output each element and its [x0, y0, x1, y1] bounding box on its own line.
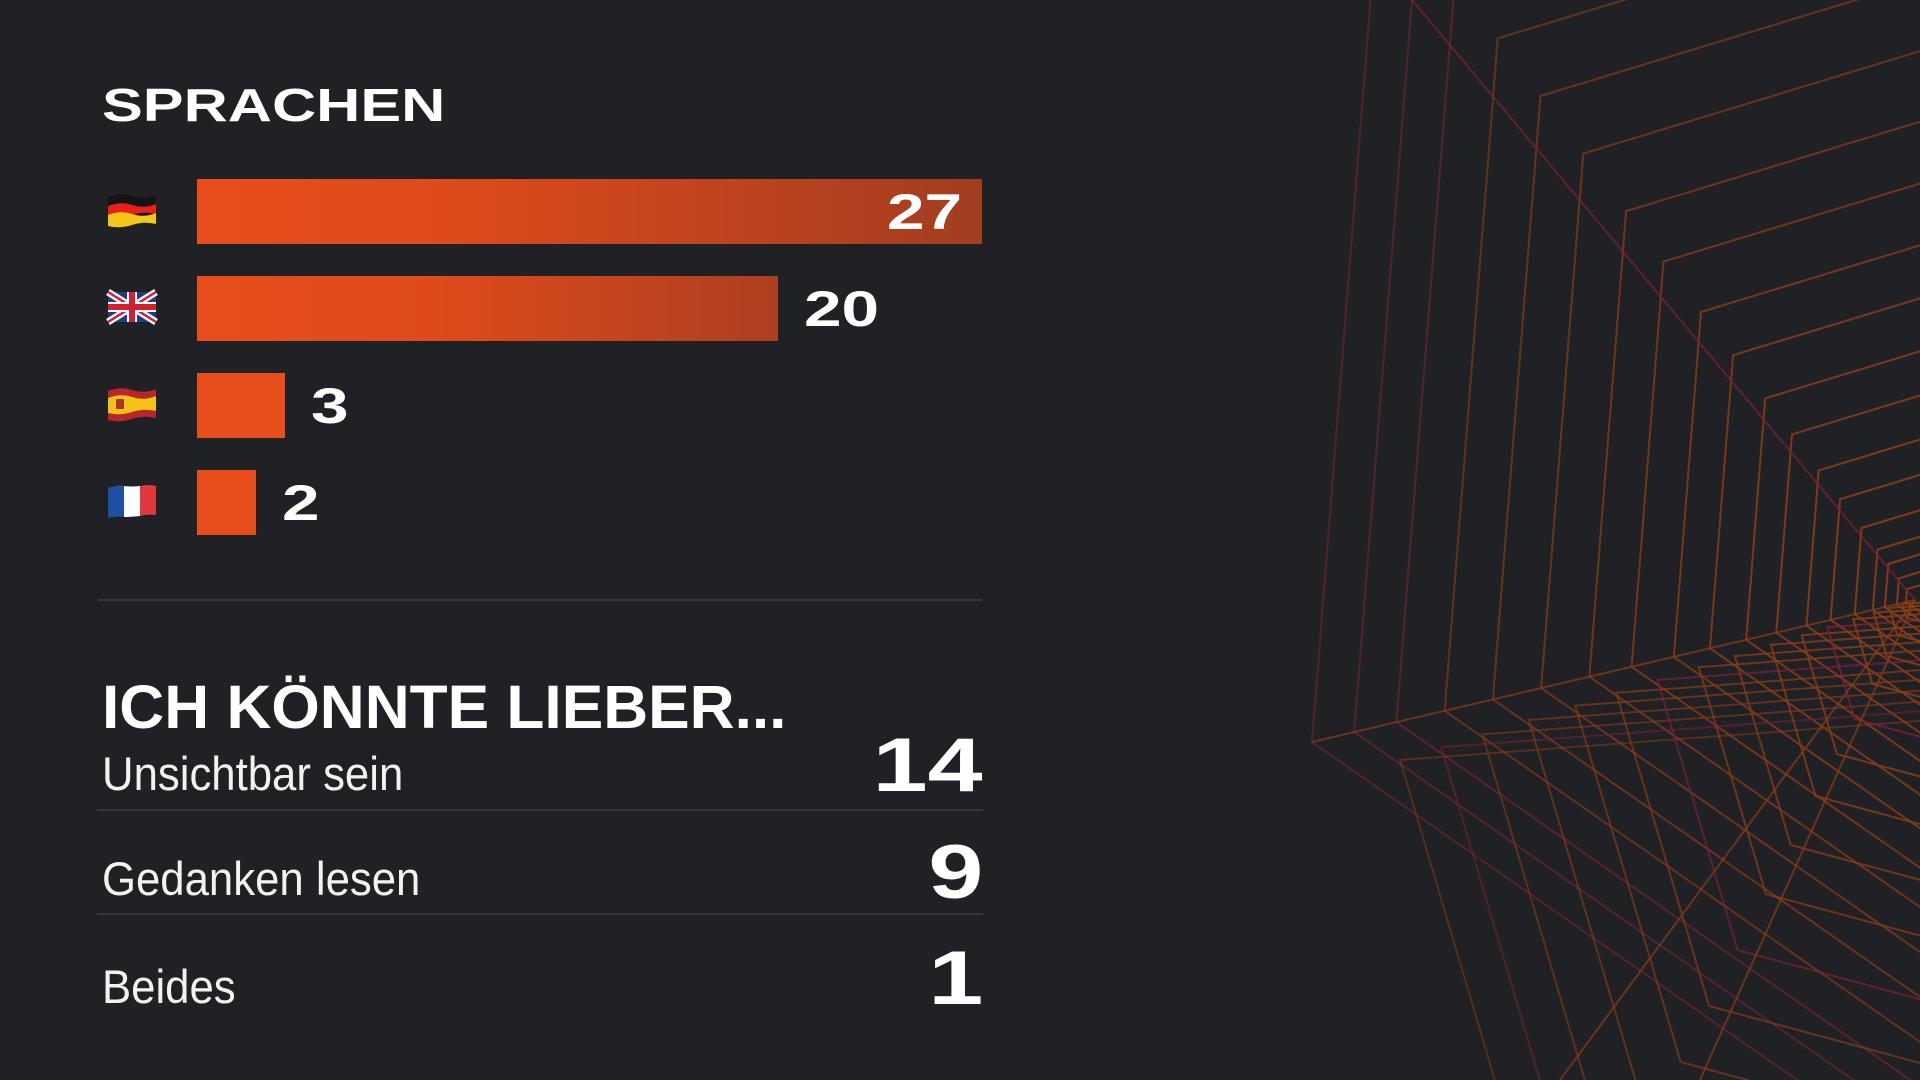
bar-row-english: 20	[0, 276, 1100, 341]
bar-french	[197, 470, 256, 535]
section-divider	[97, 599, 983, 601]
preference-heading: ICH KÖNNTE LIEBER...	[102, 673, 787, 741]
option-count: 14	[873, 723, 983, 808]
value-german: 27	[887, 184, 963, 240]
option-label: Gedanken lesen	[102, 852, 421, 905]
languages-heading: SPRACHEN	[102, 79, 446, 131]
value-english: 20	[804, 281, 880, 337]
bar-english	[197, 276, 778, 341]
row-divider	[97, 809, 983, 811]
value-spanish: 3	[311, 378, 349, 434]
bar-row-spanish: 3	[0, 373, 1100, 438]
list-item-both: Beides 1	[0, 933, 1000, 1023]
germany-flag-icon	[106, 191, 158, 228]
bar-row-german: 27	[0, 179, 1100, 244]
uk-flag-icon	[106, 288, 158, 325]
spain-flag-icon	[106, 385, 158, 422]
option-count: 1	[928, 936, 983, 1021]
row-divider	[97, 913, 983, 915]
value-french: 2	[282, 475, 320, 531]
bar-row-french: 2	[0, 470, 1100, 535]
bar-german	[197, 179, 982, 244]
option-count: 9	[928, 830, 983, 915]
option-label: Beides	[102, 960, 236, 1013]
list-item-mind-reading: Gedanken lesen 9	[0, 825, 1000, 915]
bar-spanish	[197, 373, 285, 438]
option-label: Unsichtbar sein	[102, 747, 404, 800]
list-item-invisible: Unsichtbar sein 14	[0, 720, 1000, 810]
france-flag-icon	[106, 482, 158, 519]
